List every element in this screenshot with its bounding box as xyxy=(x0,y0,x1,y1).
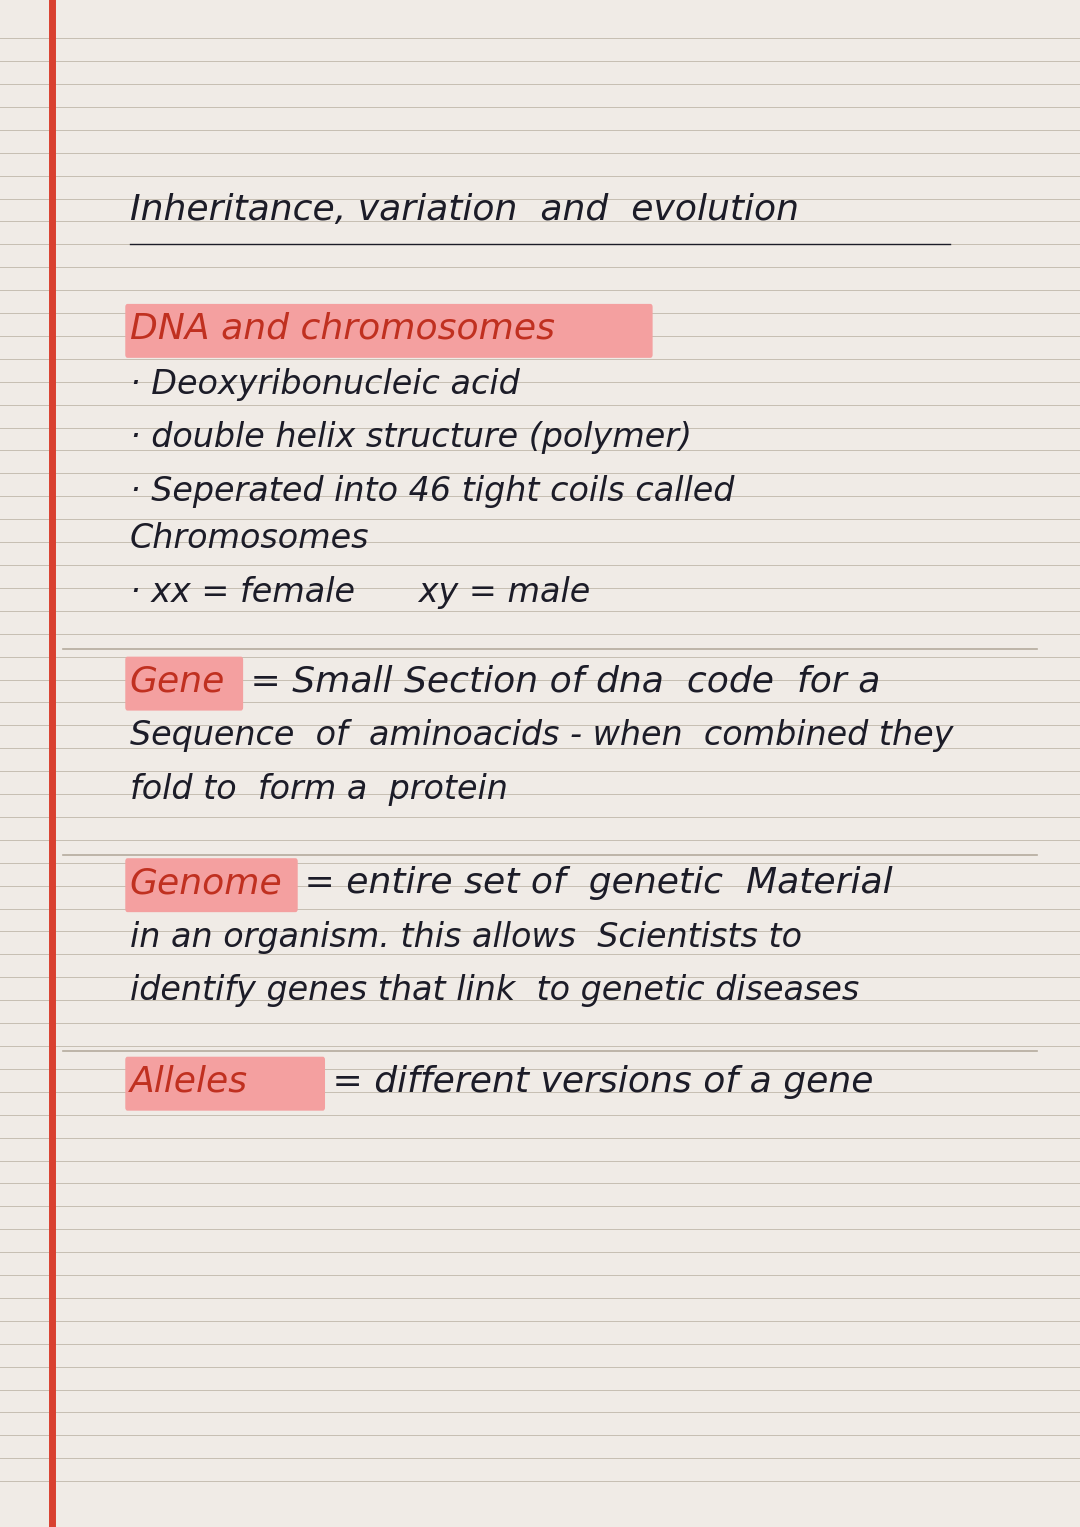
Text: Genome: Genome xyxy=(130,866,282,901)
Text: = Small Section of dna  code  for a: = Small Section of dna code for a xyxy=(239,664,880,699)
Text: = entire set of  genetic  Material: = entire set of genetic Material xyxy=(294,866,893,901)
Text: Chromosomes: Chromosomes xyxy=(130,522,369,556)
Text: · Deoxyribonucleic acid: · Deoxyribonucleic acid xyxy=(130,368,519,402)
Text: DNA and chromosomes: DNA and chromosomes xyxy=(130,312,555,347)
Text: Inheritance, variation  and  evolution: Inheritance, variation and evolution xyxy=(130,192,798,228)
Text: in an organism. this allows  Scientists to: in an organism. this allows Scientists t… xyxy=(130,921,801,954)
FancyBboxPatch shape xyxy=(125,858,298,912)
FancyBboxPatch shape xyxy=(125,304,652,357)
Text: identify genes that link  to genetic diseases: identify genes that link to genetic dise… xyxy=(130,974,859,1008)
Text: fold to  form a  protein: fold to form a protein xyxy=(130,773,508,806)
FancyBboxPatch shape xyxy=(125,657,243,710)
FancyBboxPatch shape xyxy=(125,1057,325,1110)
Text: · xx = female      xy = male: · xx = female xy = male xyxy=(130,576,590,609)
Text: = different versions of a gene: = different versions of a gene xyxy=(321,1064,874,1099)
Text: · Seperated into 46 tight coils called: · Seperated into 46 tight coils called xyxy=(130,475,734,508)
Text: · double helix structure (polymer): · double helix structure (polymer) xyxy=(130,421,691,455)
Text: Alleles: Alleles xyxy=(130,1064,247,1099)
Text: Sequence  of  aminoacids - when  combined they: Sequence of aminoacids - when combined t… xyxy=(130,719,953,753)
Text: Gene: Gene xyxy=(130,664,225,699)
